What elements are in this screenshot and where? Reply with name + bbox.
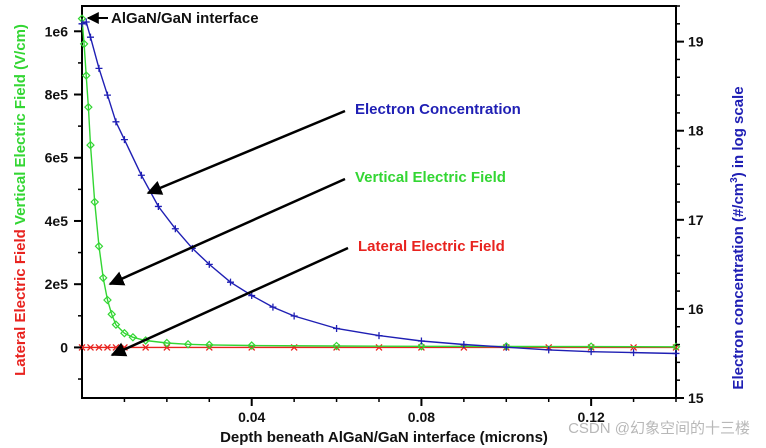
x-tick-label-1: 0.08: [408, 409, 435, 425]
x-tick-label-2: 0.12: [578, 409, 605, 425]
electron-concentration-point: [112, 118, 120, 126]
annotation-lateral: Lateral Electric Field: [358, 238, 505, 255]
vertical-electric-field-point: [103, 295, 112, 305]
annotations: AlGaN/GaN interface Electron Concentrati…: [86, 10, 521, 357]
electron-concentration-point: [672, 349, 680, 357]
left-tick-label-2: 4e5: [45, 213, 69, 229]
x-axis-label: Depth beneath AlGaN/GaN interface (micro…: [220, 429, 548, 446]
plot-frame: [81, 5, 677, 399]
annotation-electron: Electron Concentration: [355, 101, 521, 118]
vertical-electric-field-point: [162, 338, 172, 348]
left-tick-label-5: 1e6: [45, 23, 69, 39]
electron-concentration-point: [154, 202, 162, 210]
electron-concentration-point: [630, 349, 638, 357]
lateral-electric-field-point: [630, 343, 638, 351]
electron-concentration-point: [333, 325, 341, 333]
left-tick-label-0: 0: [60, 339, 68, 355]
electron-concentration-point: [290, 312, 298, 320]
lateral-electric-field-point: [87, 343, 94, 351]
left-axis-label-vertical: Vertical Electric Field (V/cm): [12, 24, 29, 225]
right-axis-label-sup: 3: [729, 177, 740, 183]
electron-concentration-point: [171, 225, 179, 233]
left-tick-label-3: 6e5: [45, 150, 69, 166]
left-tick-label-1: 2e5: [45, 276, 69, 292]
electron-concentration-point: [545, 346, 553, 354]
electron-concentration-point: [248, 292, 256, 300]
annotation-interface: AlGaN/GaN interface: [111, 10, 259, 27]
electron-concentration-point: [417, 337, 425, 345]
electron-concentration-point: [120, 136, 128, 144]
lateral-electric-field-point: [142, 343, 150, 351]
electron-concentration-point: [103, 91, 111, 99]
right-tick-label-4: 19: [688, 34, 704, 50]
lateral-electric-field-point: [103, 343, 111, 351]
right-tick-label-1: 16: [688, 301, 704, 317]
lateral-electric-field-point: [163, 343, 171, 351]
electron-concentration-point: [269, 303, 277, 311]
left-tick-label-4: 8e5: [45, 87, 69, 103]
vertical-electric-field-point: [120, 328, 129, 338]
vertical-electric-field-point: [183, 339, 193, 349]
electron-concentration-point: [227, 278, 234, 286]
axes: 0.04 0.08 0.12 0 2e5 4e5 6e5 8e5 1e6 15 16 17 18 19: [45, 5, 704, 425]
vertical-electric-field-point: [247, 341, 257, 350]
right-tick-label-0: 15: [688, 390, 704, 406]
watermark: CSDN @幻象空间的十三楼: [568, 420, 750, 437]
electron-concentration-point: [502, 343, 510, 351]
electron-concentration-point: [460, 341, 468, 349]
vertical-electric-field-point: [79, 39, 89, 49]
vertical-electric-field-point: [84, 102, 93, 112]
vertical-electric-field-point: [417, 341, 426, 351]
annotation-vertical: Vertical Electric Field: [355, 169, 506, 186]
annotation-arrow-lateral: [110, 246, 349, 357]
right-tick-label-3: 18: [688, 123, 704, 139]
electron-concentration-point: [375, 332, 383, 340]
vertical-electric-field-point: [81, 71, 91, 80]
x-tick-label-0: 0.04: [238, 409, 265, 425]
vertical-electric-field-line: [81, 18, 677, 348]
vertical-electric-field-point: [107, 309, 117, 319]
electron-concentration-point: [205, 260, 213, 268]
electron-concentration-point: [95, 64, 103, 72]
vertical-electric-field-point: [332, 341, 341, 351]
annotation-arrow-electron: [146, 109, 346, 195]
electron-concentration-point: [78, 20, 86, 28]
vertical-electric-field-point: [98, 273, 108, 283]
left-axis-label-lateral: Lateral Electric Field: [12, 225, 29, 376]
vertical-electric-field-point: [94, 241, 104, 251]
vertical-electric-field-point: [204, 340, 214, 350]
electron-concentration-point: [86, 33, 94, 41]
vertical-electric-field-point: [128, 332, 138, 342]
left-axis-label: Lateral Electric Field Vertical Electric…: [12, 24, 29, 376]
vertical-electric-field-point: [111, 320, 121, 330]
vertical-electric-field-point: [86, 140, 95, 150]
right-tick-label-2: 17: [688, 212, 704, 228]
right-axis-label-tail: ) in log scale: [730, 86, 747, 177]
vertical-electric-field-point: [90, 197, 100, 207]
lateral-electric-field-point: [95, 343, 103, 351]
electron-concentration-point: [587, 348, 595, 356]
right-axis-label: Electron concentration (#/cm3) in log sc…: [729, 86, 747, 389]
lateral-electric-field-point: [375, 343, 383, 351]
right-axis-label-main: Electron concentration (#/cm: [730, 183, 747, 390]
annotation-arrow-vertical: [108, 177, 346, 286]
electron-concentration-point: [137, 171, 145, 179]
